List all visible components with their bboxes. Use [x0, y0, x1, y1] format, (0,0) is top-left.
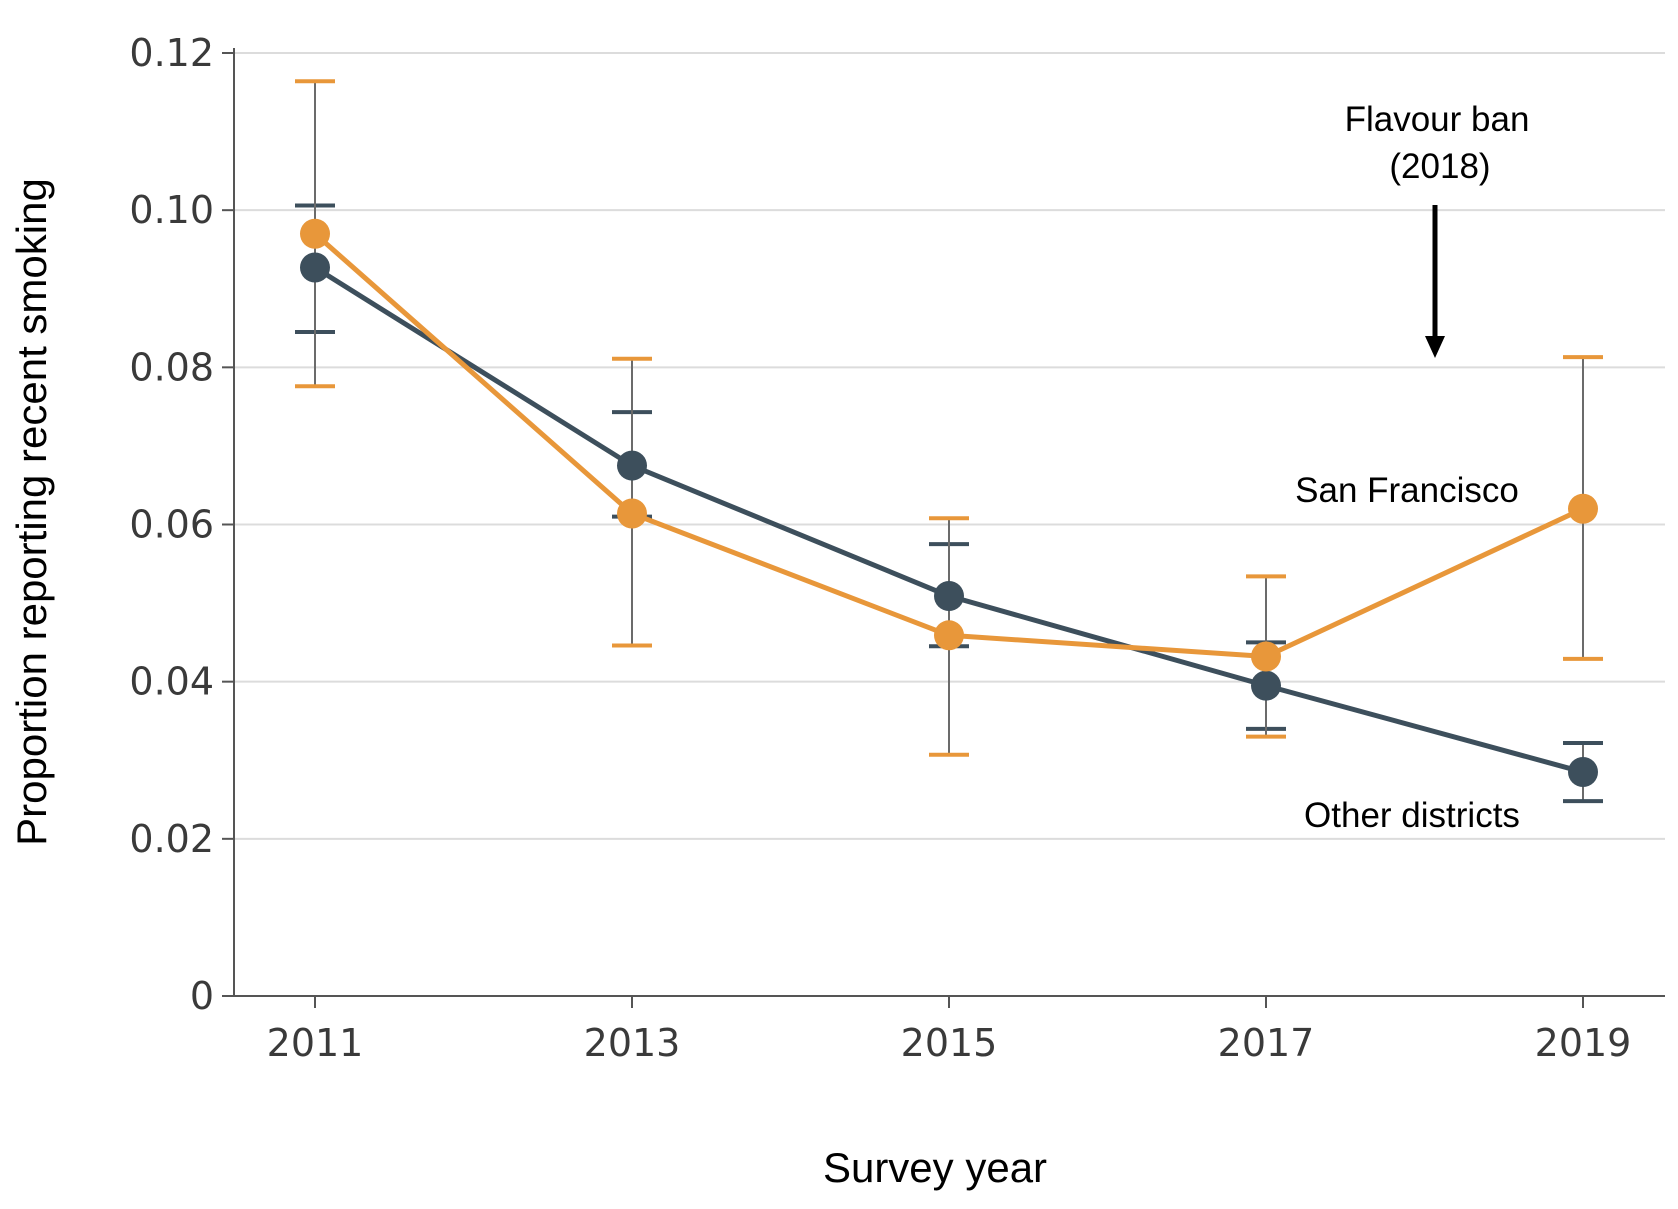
x-tick-label: 2015 [901, 1021, 998, 1065]
flavour-ban-annotation: Flavour ban (2018) [1345, 100, 1530, 358]
x-tick-label: 2011 [267, 1021, 364, 1065]
y-axis-title: Proportion reporting recent smoking [8, 178, 55, 846]
data-point [1568, 757, 1598, 788]
data-point [300, 252, 330, 283]
annotation-arrow-head [1425, 336, 1445, 358]
x-tick-label: 2017 [1218, 1021, 1315, 1065]
x-tick-label: 2013 [584, 1021, 681, 1065]
data-point [934, 581, 964, 612]
error-bars [295, 79, 1603, 804]
y-tick-label: 0.10 [129, 188, 214, 232]
series-label-other-districts: Other districts [1304, 796, 1520, 835]
data-point [1568, 493, 1598, 524]
x-ticks: 2011 2013 2015 2017 2019 [267, 996, 1632, 1065]
data-point [934, 620, 964, 651]
y-tick-label: 0.04 [129, 660, 214, 704]
y-tick-label: 0.06 [129, 503, 214, 547]
data-point [1251, 641, 1281, 672]
data-point [1251, 670, 1281, 701]
data-point [617, 450, 647, 481]
series-group [295, 79, 1603, 804]
y-tick-label: 0.12 [129, 31, 214, 75]
data-point [617, 498, 647, 529]
annotation-line-2: (2018) [1389, 147, 1490, 186]
data-point [300, 218, 330, 249]
y-tick-label: 0 [190, 974, 214, 1018]
y-ticks: 0 0.02 0.04 0.06 0.08 0.10 0.12 [129, 31, 234, 1018]
y-tick-label: 0.08 [129, 345, 214, 389]
y-tick-label: 0.02 [129, 817, 214, 861]
series-label-san-francisco: San Francisco [1295, 471, 1519, 510]
annotation-line-1: Flavour ban [1345, 100, 1530, 139]
x-tick-label: 2019 [1535, 1021, 1632, 1065]
x-axis-title: Survey year [823, 1144, 1047, 1191]
